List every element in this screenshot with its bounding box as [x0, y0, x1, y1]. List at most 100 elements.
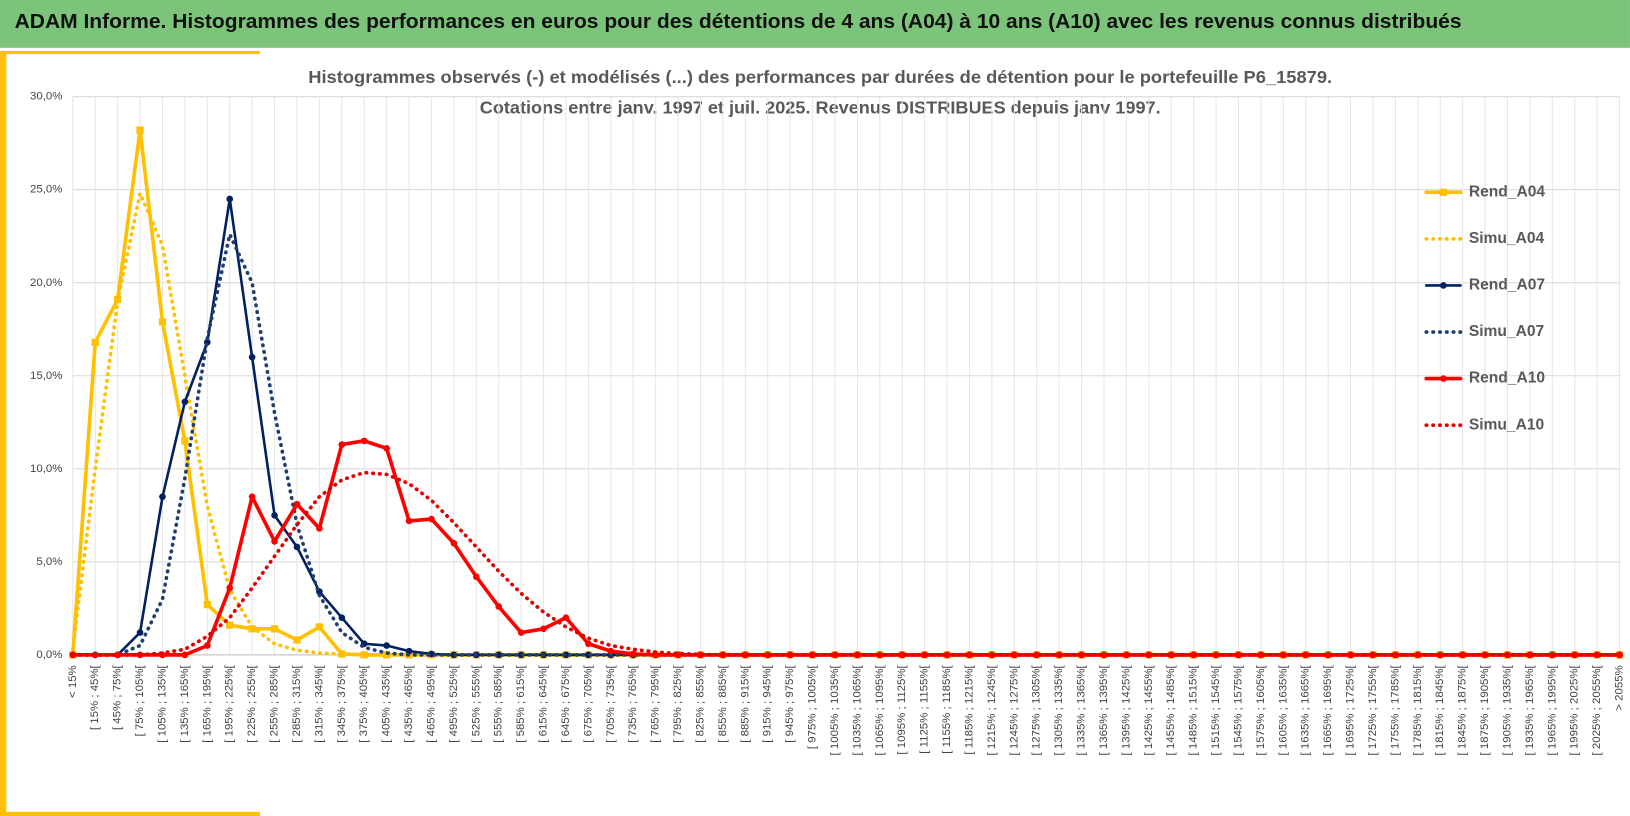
x-tick-label: [ 255% ; 285%[	[269, 664, 281, 742]
x-tick-label: [ 1035% ; 1065%[	[851, 664, 863, 755]
marker	[271, 538, 278, 545]
legend-marker	[1440, 375, 1447, 382]
x-tick-label: [ 945% ; 975%[	[784, 664, 796, 742]
marker	[315, 623, 324, 631]
marker	[629, 650, 637, 658]
x-tick-label: [ 1815% ; 1845%[	[1434, 664, 1446, 755]
marker	[360, 437, 368, 445]
marker	[1459, 651, 1466, 659]
marker	[540, 625, 547, 633]
x-tick-label: [ 345% ; 375%[	[336, 664, 348, 742]
x-tick-label: [ 1185% ; 1215%[	[963, 664, 975, 754]
x-tick-label: [ 225% ; 255%[	[246, 664, 258, 742]
marker	[360, 651, 368, 659]
y-tick-label: 0,0%	[36, 649, 62, 661]
x-tick-label: [ 1275% ; 1305%[	[1031, 664, 1043, 755]
marker	[1100, 651, 1108, 659]
marker	[562, 614, 570, 621]
x-tick-label: [ 1455% ; 1485%[	[1165, 664, 1177, 755]
x-tick-label: [ 195% ; 225%[	[224, 664, 236, 742]
marker	[226, 195, 234, 203]
x-tick-label: [ 1395% ; 1425%[	[1120, 664, 1132, 755]
observed-line	[70, 439, 1622, 657]
legend-label: Rend_A10	[1469, 370, 1546, 387]
x-tick-label: [ 525% ; 555%[	[470, 664, 482, 742]
marker	[898, 651, 906, 659]
x-tick-label: [ 1515% ; 1545%[	[1210, 664, 1222, 755]
chart-title: Histogrammes observés (-) et modélisés (…	[308, 67, 1332, 87]
marker	[203, 642, 211, 649]
x-tick-label: [ 825% ; 855%[	[694, 664, 706, 742]
marker	[293, 500, 301, 508]
x-tick-label: [ 105% ; 135%[	[156, 664, 168, 742]
marker	[383, 445, 390, 452]
x-tick-label: [ 285% ; 315%[	[291, 664, 303, 742]
marker	[181, 437, 189, 445]
frame-bottom	[0, 811, 260, 816]
x-tick-label: [ 1935% ; 1965%[	[1524, 664, 1536, 755]
x-tick-label: [ 135% ; 165%[	[179, 664, 191, 742]
x-tick-label: [ 1635% ; 1665%[	[1300, 664, 1312, 755]
frame-left	[0, 50, 7, 816]
marker	[1616, 651, 1623, 659]
x-tick-label: [ 375% ; 405%[	[358, 664, 370, 742]
x-tick-label: [ 1125% ; 1155%[	[919, 664, 931, 753]
x-tick-label: [ 1875% ; 1905%[	[1479, 664, 1491, 755]
x-tick-label: [ 1005% ; 1035%[	[829, 664, 841, 755]
marker	[517, 629, 525, 636]
y-tick-label: 25,0%	[30, 184, 62, 196]
x-tick-label: [ 2025% ; 2055%[	[1591, 664, 1603, 755]
x-tick-label: [ 1575% ; 1605%[	[1255, 664, 1267, 755]
legend-label: Simu_A04	[1469, 230, 1545, 247]
x-tick-label: [ 1335% ; 1365%[	[1076, 664, 1088, 755]
model-line	[70, 470, 1622, 657]
marker	[966, 651, 973, 659]
x-tick-label: [ 435% ; 465%[	[403, 664, 415, 742]
marker	[607, 647, 615, 655]
x-tick-label: [ 795% ; 825%[	[672, 664, 684, 742]
marker	[181, 651, 189, 659]
x-tick-label: [ 1365% ; 1395%[	[1098, 664, 1110, 755]
y-tick-label: 10,0%	[30, 463, 62, 475]
marker	[338, 441, 346, 448]
x-tick-label: [ 1755% ; 1785%[	[1389, 664, 1401, 755]
y-tick-label: 30,0%	[30, 91, 62, 103]
x-tick-label: [ 405% ; 435%[	[381, 664, 393, 742]
marker	[316, 525, 323, 532]
marker	[248, 353, 256, 361]
x-tick-label: [ 1995% ; 2025%[	[1569, 664, 1581, 755]
x-tick-label: [ 1245% ; 1275%[	[1008, 664, 1020, 755]
marker	[585, 640, 592, 648]
x-tick-label: [ 1155% ; 1185%[	[941, 664, 953, 753]
x-tick-label: [ 645% ; 675%[	[560, 664, 572, 742]
y-tick-label: 15,0%	[30, 370, 62, 382]
model-line	[70, 191, 1622, 657]
x-tick-label: [ 1965% ; 1995%[	[1546, 664, 1558, 755]
observed-line	[71, 197, 1621, 657]
x-tick-label: [ 45% ; 75%[	[112, 664, 124, 730]
x-tick-label: [ 1785% ; 1815%[	[1412, 664, 1424, 755]
marker	[293, 543, 301, 551]
marker	[136, 126, 144, 134]
x-tick-label: [ 555% ; 585%[	[493, 664, 505, 742]
legend-marker	[1440, 282, 1447, 289]
legend-label: Simu_A10	[1469, 416, 1545, 433]
y-tick-label: 5,0%	[36, 556, 62, 568]
x-tick-label: [ 765% ; 795%[	[650, 664, 662, 742]
marker	[248, 493, 256, 501]
marker	[428, 515, 435, 523]
marker	[270, 625, 279, 633]
header-title: ADAM Informe. Histogrammes des performan…	[15, 10, 1462, 33]
x-tick-label: [ 15% ; 45%[	[89, 664, 101, 730]
marker	[405, 517, 413, 525]
frame-top	[0, 50, 260, 55]
legend-label: Rend_A04	[1469, 183, 1546, 200]
x-tick-label: [ 885% ; 915%[	[739, 664, 751, 742]
marker	[158, 318, 167, 326]
header-bar	[0, 0, 1630, 48]
x-tick-label: [ 495% ; 525%[	[448, 664, 460, 742]
x-tick-label: [ 615% ; 645%[	[538, 664, 550, 742]
marker	[1033, 651, 1041, 659]
x-tick-label: [ 1665% ; 1695%[	[1322, 664, 1334, 755]
